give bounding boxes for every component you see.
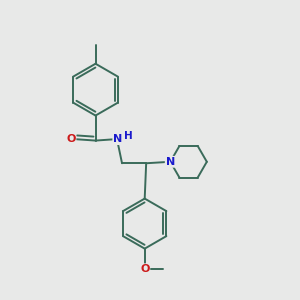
Text: O: O — [140, 264, 149, 274]
Text: N: N — [166, 157, 175, 167]
Text: N: N — [113, 134, 122, 144]
Text: H: H — [124, 131, 132, 141]
Text: O: O — [66, 134, 76, 144]
